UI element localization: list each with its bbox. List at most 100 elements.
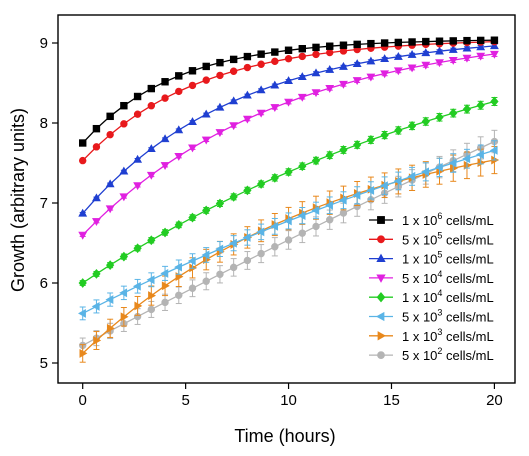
data-point (105, 179, 115, 188)
data-point (201, 109, 211, 118)
data-point (476, 100, 485, 111)
data-point (407, 64, 417, 73)
data-point (407, 171, 416, 181)
data-point (188, 144, 197, 153)
data-point (133, 182, 143, 191)
legend-entry: 5 x 105 cells/mL (369, 230, 494, 247)
y-tick-label: 8 (40, 115, 48, 132)
data-point (215, 244, 224, 254)
data-point (284, 76, 293, 85)
legend-marker (376, 253, 386, 262)
data-point (175, 72, 183, 80)
legend-label: 1 x 106 cells/mL (402, 211, 494, 228)
data-point (256, 85, 266, 94)
x-tick-label: 5 (181, 392, 189, 409)
data-point (366, 185, 375, 195)
data-point (434, 162, 443, 172)
data-point (271, 243, 279, 251)
data-point (120, 101, 128, 110)
data-point (366, 134, 376, 145)
legend-entry: 1 x 105 cells/mL (369, 250, 494, 267)
data-point (490, 96, 499, 107)
data-point (298, 229, 306, 237)
data-point (339, 61, 348, 70)
data-point (325, 200, 333, 210)
data-point (148, 291, 157, 301)
data-point (78, 278, 87, 288)
data-point (435, 112, 444, 123)
data-point (215, 198, 225, 209)
data-point (421, 116, 430, 127)
data-point (463, 36, 471, 45)
data-point (462, 54, 472, 63)
data-point (228, 238, 237, 248)
data-point (78, 308, 86, 318)
data-point (463, 160, 472, 170)
data-point (161, 281, 170, 291)
data-point (119, 193, 129, 202)
legend-entry: 1 x 106 cells/mL (369, 211, 494, 228)
data-point (133, 154, 143, 163)
legend-entry: 5 x 103 cells/mL (369, 308, 494, 325)
data-point (326, 42, 334, 50)
data-point (133, 92, 142, 101)
data-point (326, 216, 334, 224)
data-point (78, 231, 88, 240)
data-point (147, 235, 156, 246)
data-point (297, 211, 306, 221)
data-point (353, 139, 362, 150)
data-point (476, 52, 486, 61)
data-point (339, 41, 348, 49)
data-point (421, 48, 431, 57)
data-point (93, 336, 102, 345)
data-point (325, 65, 335, 73)
data-point (229, 67, 238, 75)
axes-layer: 0 5 10 15 20 5 6 7 8 9 (40, 35, 503, 409)
series-line (82, 45, 495, 214)
data-point (367, 39, 375, 48)
data-point (435, 37, 444, 45)
data-point (489, 145, 498, 155)
data-point (477, 158, 486, 168)
data-point (79, 139, 87, 147)
data-point (119, 288, 128, 298)
data-point (202, 76, 210, 84)
data-point (92, 193, 101, 202)
data-point (352, 190, 361, 200)
legend-label: 5 x 103 cells/mL (402, 308, 494, 325)
series-4 (78, 50, 499, 240)
data-point (476, 42, 486, 51)
data-point (298, 52, 306, 61)
data-point (284, 167, 293, 177)
data-point (393, 52, 403, 60)
data-point (366, 56, 376, 65)
data-point (243, 52, 252, 61)
data-point (229, 96, 239, 105)
data-point (380, 130, 389, 140)
data-point (134, 301, 143, 311)
x-axis-title: Time (hours) (234, 426, 335, 446)
data-point (256, 227, 265, 237)
data-point (243, 256, 252, 265)
data-point (448, 56, 458, 65)
data-point (311, 205, 320, 215)
data-point (297, 72, 307, 81)
data-point (311, 68, 321, 77)
data-point (160, 162, 170, 170)
data-point (120, 120, 128, 128)
data-point (270, 173, 279, 183)
data-point (256, 109, 266, 118)
x-tick-label: 10 (280, 392, 297, 409)
data-point (270, 221, 279, 231)
series-1 (79, 36, 499, 147)
data-point (271, 57, 279, 66)
data-point (147, 101, 156, 110)
data-point (106, 112, 114, 121)
data-point (393, 67, 403, 76)
data-point (407, 50, 417, 58)
data-point (450, 163, 458, 173)
data-point (435, 59, 444, 68)
data-point (379, 181, 388, 191)
data-point (257, 50, 265, 58)
